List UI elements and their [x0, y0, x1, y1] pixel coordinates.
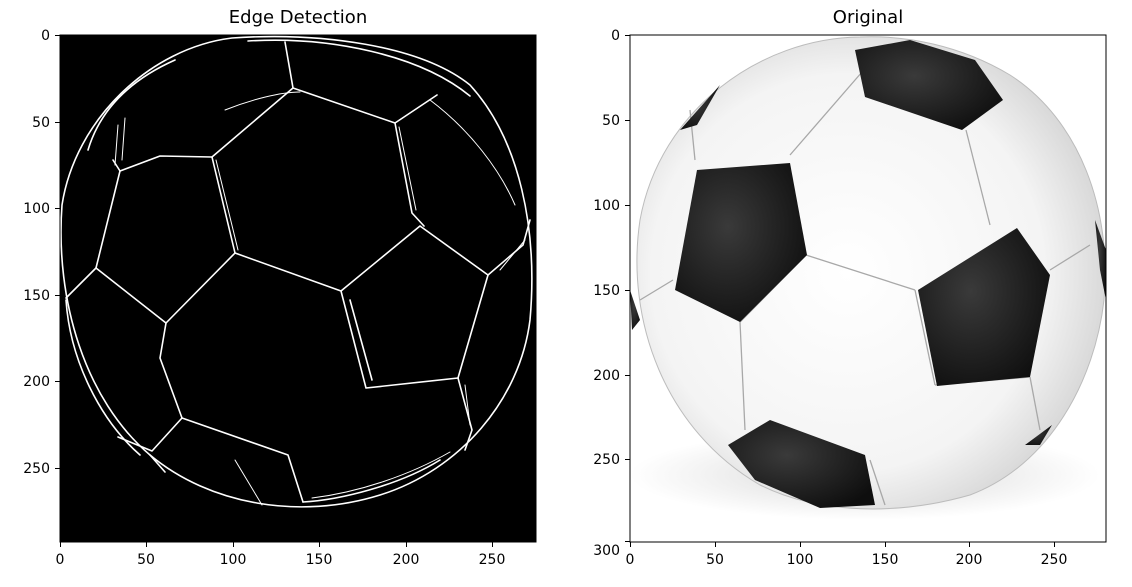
left-y-tick-label: 50 — [32, 115, 50, 131]
left-y-tick-label: 250 — [23, 461, 50, 477]
right-y-ticks — [625, 35, 630, 542]
soccer-ball-image — [630, 36, 1106, 510]
edge-lines — [60, 35, 533, 508]
left-axes-frame — [59, 34, 537, 543]
right-y-tick-label: 50 — [602, 113, 620, 129]
left-y-tick-label: 0 — [41, 28, 50, 44]
right-axes-frame — [629, 34, 1107, 543]
left-y-tick-label: 200 — [23, 374, 50, 390]
right-panel-title: Original — [833, 7, 903, 28]
right-x-tick-label: 150 — [872, 552, 899, 568]
right-y-tick-label: 300 — [593, 543, 620, 559]
left-x-tick-label: 150 — [306, 552, 333, 568]
left-x-tick-label: 100 — [220, 552, 247, 568]
right-x-tick-label: 100 — [787, 552, 814, 568]
left-x-tick-label: 0 — [56, 552, 65, 568]
right-y-tick-label: 0 — [611, 28, 620, 44]
edge-detection-panel: Edge Detection — [23, 7, 537, 568]
right-y-tick-label: 200 — [593, 368, 620, 384]
left-y-tick-label: 100 — [23, 201, 50, 217]
right-y-tick-label: 100 — [593, 198, 620, 214]
left-x-tick-label: 250 — [479, 552, 506, 568]
left-x-tick-label: 200 — [393, 552, 420, 568]
left-x-tick-label: 50 — [137, 552, 155, 568]
right-x-tick-label: 250 — [1041, 552, 1068, 568]
right-x-tick-label: 0 — [626, 552, 635, 568]
right-x-tick-label: 200 — [956, 552, 983, 568]
right-y-tick-label: 150 — [593, 283, 620, 299]
edge-image-background — [60, 35, 536, 542]
right-x-tick-label: 50 — [706, 552, 724, 568]
right-x-ticks — [630, 542, 1055, 547]
right-y-tick-label: 250 — [593, 452, 620, 468]
left-panel-title: Edge Detection — [229, 7, 367, 28]
original-panel: Original — [593, 7, 1107, 568]
left-y-ticks — [55, 35, 60, 469]
left-x-ticks — [60, 542, 493, 547]
left-y-tick-label: 150 — [23, 288, 50, 304]
